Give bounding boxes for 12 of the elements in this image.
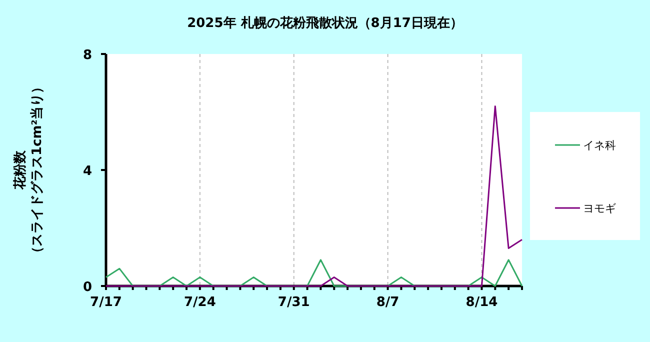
chart-title: 2025年 札幌の花粉飛散状況（8月17日現在） [187, 16, 463, 31]
x-tick-label: 7/17 [90, 295, 122, 310]
x-tick-label: 7/24 [184, 295, 216, 310]
y-axis-title: 花粉数（スライドグラス1cm²当り） [13, 80, 45, 260]
legend-label: イネ科 [583, 139, 616, 152]
x-tick-label: 8/7 [376, 295, 400, 310]
x-tick-label: 7/31 [278, 295, 310, 310]
y-tick-label: 0 [82, 280, 92, 295]
legend-label: ヨモギ [583, 202, 616, 215]
x-tick-label: 8/14 [466, 295, 498, 310]
y-tick-label: 8 [82, 48, 92, 63]
y-tick-label: 4 [82, 164, 92, 179]
